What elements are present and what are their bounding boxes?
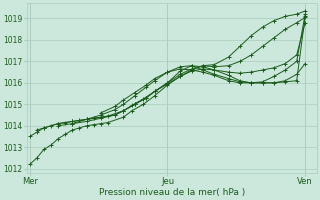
X-axis label: Pression niveau de la mer( hPa ): Pression niveau de la mer( hPa ): [99, 188, 245, 197]
